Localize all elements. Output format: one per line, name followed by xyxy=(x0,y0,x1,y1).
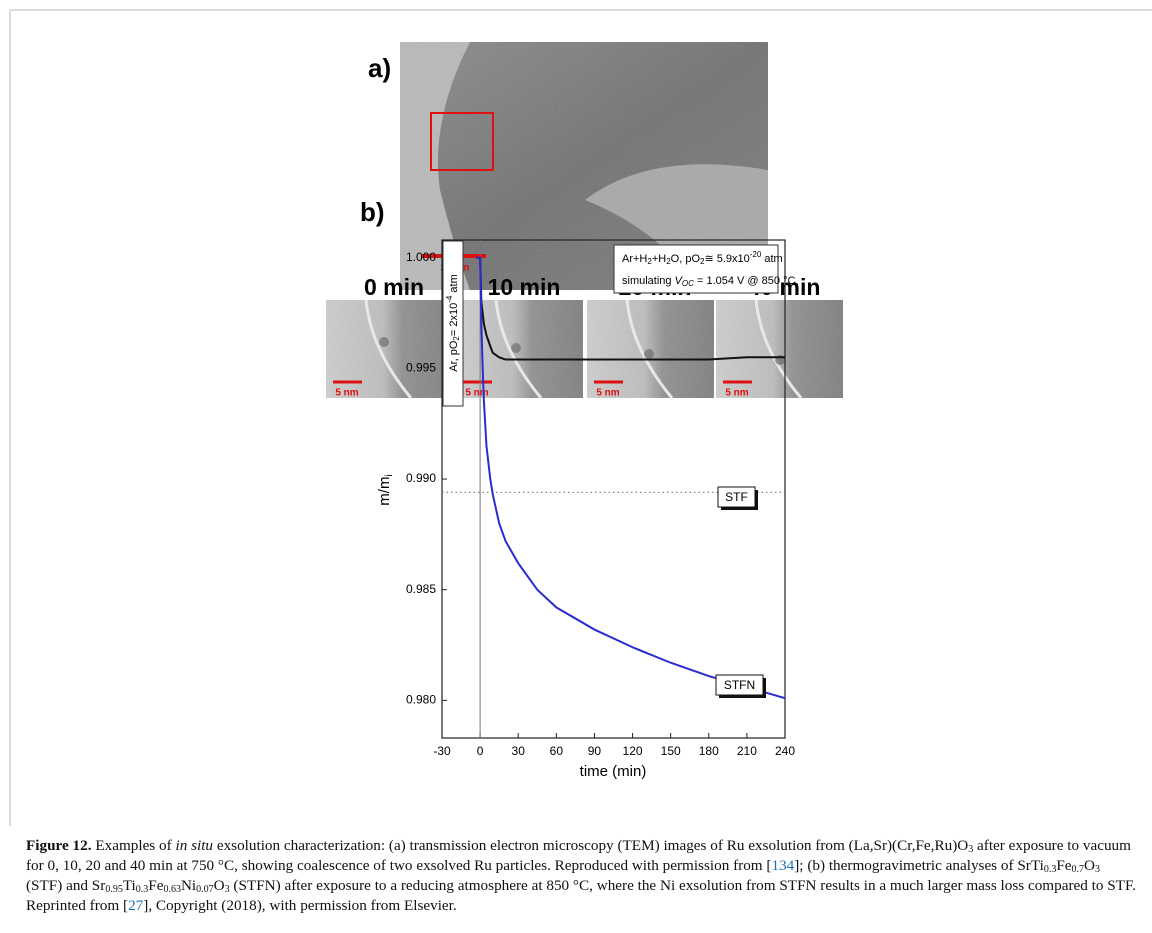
plot-frame xyxy=(441,239,786,739)
citation-link[interactable]: 27 xyxy=(128,897,144,914)
x-tick-label: 120 xyxy=(623,744,643,758)
scale-bar-label: 5 nm xyxy=(465,388,488,399)
scale-bar-label: 5 nm xyxy=(725,388,748,399)
annotation-sup: -20 xyxy=(750,250,762,259)
annotation-sup: -4 xyxy=(445,295,454,303)
series-line xyxy=(476,256,785,361)
annotation: Ar+H2+H2O, pO2≅ 5.9x10-20 atm xyxy=(622,250,783,266)
annotation-sub: 2 xyxy=(452,336,461,341)
caption-text: Fe xyxy=(148,877,164,894)
annotation: Ar, pO2= 2x10-4 atm xyxy=(445,274,461,372)
caption-sub: 0.3 xyxy=(135,884,149,895)
caption-text: ]; (b) thermogravimetric analyses of SrT… xyxy=(794,857,1044,874)
caption-text: O xyxy=(213,877,225,894)
tem-frame: 5 nm xyxy=(326,299,453,399)
x-tick-label: 180 xyxy=(699,744,719,758)
y-tick-label: 0.985 xyxy=(406,582,436,596)
legend-box xyxy=(717,486,756,508)
x-tick-label: -30 xyxy=(433,744,451,758)
annotation-text: = 1.054 V @ 850 °C xyxy=(694,275,796,287)
y-tick-label: 0.980 xyxy=(406,693,436,707)
caption-sub: 3 xyxy=(1094,864,1100,875)
annotation-text: +H xyxy=(652,253,666,265)
x-axis-label: time (min) xyxy=(580,763,647,780)
caption-text: (STF) and Sr xyxy=(26,877,106,894)
x-tick-label: 0 xyxy=(477,744,484,758)
caption-sub: 0.07 xyxy=(196,884,214,895)
caption-sub: 3 xyxy=(224,884,230,895)
x-tick-label: 210 xyxy=(737,744,757,758)
caption-text: exsolution characterization: (a) transmi… xyxy=(213,837,969,854)
tem-frame: 5 nm xyxy=(456,299,583,399)
y-tick-label: 1.000 xyxy=(406,250,436,264)
caption-sub: 3 xyxy=(968,844,974,855)
caption-label: Figure 12. xyxy=(26,837,92,854)
x-tick-label: 60 xyxy=(550,744,564,758)
chart: -30 0 30 60 90 120 150 180 210 240 0.980 0.985 0.990… xyxy=(406,239,795,758)
caption-text: after exposure to vacuum for 0, 10, 20 a… xyxy=(26,837,1131,874)
caption-text: Ni xyxy=(180,877,197,894)
frame-time-label: 0 min xyxy=(364,274,424,300)
legend-label: STFN xyxy=(724,678,755,692)
annotation-sub: OC xyxy=(682,279,694,288)
annotation: simulating VOC = 1.054 V @ 850 °C xyxy=(622,275,795,288)
citation-link[interactable]: 134 xyxy=(771,857,795,874)
legend-box xyxy=(715,674,764,696)
annotation-sub: 2 xyxy=(700,257,705,266)
panel-label: a) xyxy=(368,53,391,83)
tem-frame: 5 nm xyxy=(716,299,843,399)
annotation-text: simulating xyxy=(622,275,675,287)
tem-frame: 5 nm xyxy=(587,299,714,399)
series-line xyxy=(476,256,786,700)
caption: Figure 12. Examples of in situ exsolutio… xyxy=(26,836,1136,916)
panel-label: b) xyxy=(360,197,385,227)
caption-text: (STFN) after exposure to a reducing atmo… xyxy=(26,877,1136,914)
caption-text: Examples of xyxy=(91,837,176,854)
scale-bar-label: 5 nm xyxy=(596,388,619,399)
x-tick-label: 150 xyxy=(661,744,681,758)
x-tick-label: 240 xyxy=(775,744,795,758)
y-tick-label: 0.990 xyxy=(406,471,436,485)
annotation-text: = 2x10 xyxy=(448,303,460,336)
annotation-text: V xyxy=(675,275,684,287)
x-tick-label: 90 xyxy=(588,744,602,758)
annotation-sub: 2 xyxy=(666,257,671,266)
annotation-box xyxy=(442,240,464,407)
scale-bar-label: 5 nm xyxy=(335,388,358,399)
y-label-text: m/m xyxy=(376,477,393,506)
legend-label: STF xyxy=(725,490,748,504)
caption-sub: 0.7 xyxy=(1071,864,1085,875)
annotation-text: atm xyxy=(448,274,460,295)
caption-text: ], Copyright (2018), with permission fro… xyxy=(143,897,457,914)
caption-sub: 0.3 xyxy=(1043,864,1057,875)
caption-text: Fe xyxy=(1056,857,1072,874)
caption-text: O xyxy=(1084,857,1095,874)
caption-text: Ti xyxy=(122,877,136,894)
annotation-text: Ar, pO xyxy=(448,340,460,372)
y-axis-label: m/mi xyxy=(376,474,395,505)
annotation-text: O, pO xyxy=(671,253,701,265)
y-label-sub: i xyxy=(384,474,395,476)
frame-time-label: 10 min xyxy=(488,274,561,300)
x-tick-label: 30 xyxy=(512,744,526,758)
y-tick-label: 0.995 xyxy=(406,361,436,375)
annotation-text: Ar+H xyxy=(622,253,647,265)
caption-text: in situ xyxy=(175,837,214,854)
annotation-text: ≅ 5.9x10 xyxy=(704,253,749,265)
caption-sub: 0.95 xyxy=(105,884,123,895)
annotation-text: atm xyxy=(761,253,782,265)
caption-sub: 0.63 xyxy=(163,884,181,895)
annotation-sub: 2 xyxy=(647,257,652,266)
annotation-box xyxy=(613,244,779,294)
